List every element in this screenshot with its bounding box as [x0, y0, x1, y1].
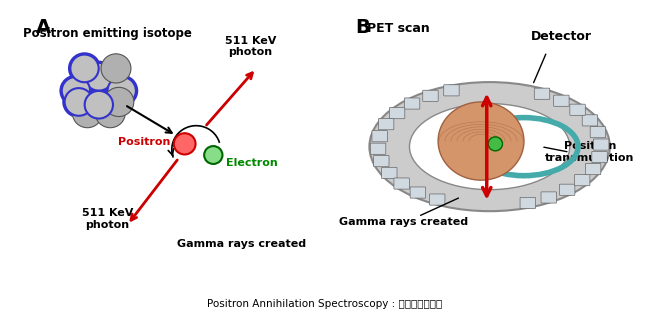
FancyBboxPatch shape	[404, 98, 420, 109]
FancyBboxPatch shape	[370, 143, 386, 154]
FancyBboxPatch shape	[430, 194, 445, 205]
Text: A: A	[36, 18, 51, 37]
Text: Gamma rays created: Gamma rays created	[177, 239, 307, 249]
FancyBboxPatch shape	[374, 156, 389, 167]
Circle shape	[96, 99, 125, 128]
Circle shape	[105, 75, 138, 107]
FancyBboxPatch shape	[590, 127, 606, 138]
Text: Gamma rays created: Gamma rays created	[339, 217, 468, 227]
FancyBboxPatch shape	[444, 85, 459, 96]
Circle shape	[488, 137, 502, 151]
Circle shape	[83, 61, 115, 93]
FancyBboxPatch shape	[389, 108, 405, 119]
FancyBboxPatch shape	[372, 131, 387, 142]
Circle shape	[107, 77, 136, 105]
Circle shape	[174, 133, 196, 154]
FancyBboxPatch shape	[422, 90, 438, 101]
FancyBboxPatch shape	[554, 95, 569, 106]
FancyBboxPatch shape	[592, 151, 607, 163]
FancyBboxPatch shape	[575, 175, 590, 186]
FancyBboxPatch shape	[382, 167, 397, 178]
Text: Positron: Positron	[118, 138, 170, 148]
Text: B: B	[355, 18, 370, 37]
Circle shape	[104, 87, 134, 117]
Circle shape	[204, 146, 222, 164]
Text: PET scan: PET scan	[367, 22, 430, 35]
FancyBboxPatch shape	[582, 115, 597, 126]
Ellipse shape	[369, 82, 610, 211]
Circle shape	[62, 77, 90, 105]
Circle shape	[101, 54, 131, 83]
Ellipse shape	[410, 104, 570, 190]
Circle shape	[70, 55, 99, 82]
Circle shape	[84, 91, 113, 119]
FancyBboxPatch shape	[394, 178, 410, 189]
FancyBboxPatch shape	[534, 88, 550, 99]
Text: Electron: Electron	[226, 158, 278, 168]
FancyBboxPatch shape	[378, 119, 394, 130]
FancyBboxPatch shape	[520, 197, 536, 208]
Circle shape	[84, 63, 113, 90]
Ellipse shape	[438, 102, 524, 180]
FancyBboxPatch shape	[410, 187, 426, 198]
FancyBboxPatch shape	[570, 104, 585, 115]
Text: Positron Annihilation Spectroscopy : 正电子湮没谱学: Positron Annihilation Spectroscopy : 正电子…	[207, 299, 443, 309]
Text: Positron
transmutation: Positron transmutation	[545, 141, 634, 163]
FancyBboxPatch shape	[593, 139, 609, 150]
FancyBboxPatch shape	[541, 192, 556, 203]
Circle shape	[64, 88, 93, 116]
Circle shape	[68, 52, 101, 85]
Text: Positron emitting isotope: Positron emitting isotope	[23, 27, 192, 40]
Circle shape	[62, 86, 96, 118]
Text: Detector: Detector	[530, 31, 592, 43]
FancyBboxPatch shape	[560, 184, 575, 195]
Text: 511 KeV
photon: 511 KeV photon	[82, 208, 133, 230]
Circle shape	[59, 75, 92, 107]
FancyBboxPatch shape	[586, 163, 601, 175]
Circle shape	[83, 89, 115, 121]
Circle shape	[72, 99, 102, 128]
FancyArrowPatch shape	[482, 97, 491, 196]
Text: 511 KeV
photon: 511 KeV photon	[225, 36, 276, 57]
